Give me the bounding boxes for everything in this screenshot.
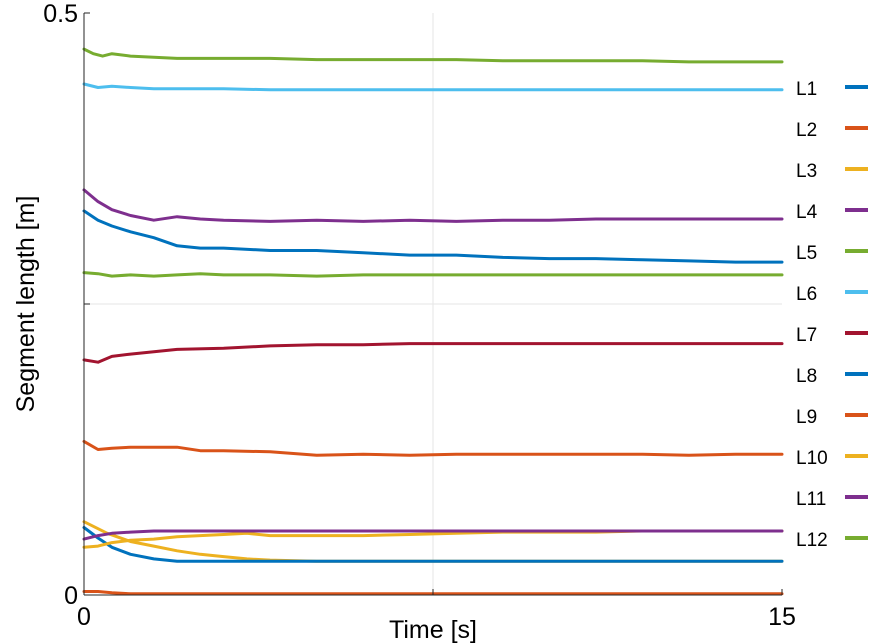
x-tick-label: 15 — [768, 603, 796, 631]
legend-item-l1: L1 — [796, 79, 868, 100]
legend-item-l7: L7 — [796, 325, 868, 346]
legend-item-l9: L9 — [796, 407, 868, 428]
series-line-l1 — [82, 209, 784, 264]
series-line-l11 — [82, 529, 784, 541]
axes — [83, 12, 783, 596]
legend-item-l3: L3 — [796, 161, 868, 182]
x-axis-label: Time [s] — [389, 616, 477, 644]
legend-label: L11 — [796, 489, 826, 510]
legend-item-l5: L5 — [796, 243, 868, 264]
series-line-l7 — [82, 342, 784, 364]
y-tick-label: 0.5 — [43, 0, 78, 28]
legend-label: L2 — [796, 120, 817, 141]
legend-label: L12 — [796, 530, 828, 551]
tick-labels: 0 15 0 0.5 — [43, 0, 796, 631]
y-tick-label: 0 — [64, 582, 78, 610]
legend-item-l11: L11 — [796, 489, 868, 510]
legend-label: L3 — [796, 161, 817, 182]
legend-label: L10 — [796, 448, 828, 469]
legend-label: L7 — [796, 325, 817, 346]
y-axis-label: Segment length [m] — [12, 196, 40, 413]
series-line-l4 — [82, 188, 784, 223]
legend-item-l2: L2 — [796, 120, 868, 141]
series-line-l12 — [82, 47, 784, 64]
legend-item-l10: L10 — [796, 448, 868, 469]
legend-label: L6 — [796, 284, 817, 305]
series-line-l9 — [82, 439, 784, 457]
legend-label: L1 — [796, 79, 817, 100]
legend-item-l12: L12 — [796, 530, 868, 551]
series-line-l6 — [82, 82, 784, 92]
legend-label: L4 — [796, 202, 818, 223]
series-lines — [82, 47, 784, 596]
legend-item-l8: L8 — [796, 366, 868, 387]
series-line-l8 — [82, 526, 784, 563]
x-tick-label: 0 — [77, 603, 91, 631]
legend-item-l6: L6 — [796, 284, 868, 305]
legend: L1 L2 L3 L4 L5 L6 L7 L8 L9 L10 L11 L12 — [796, 79, 868, 551]
series-line-l5 — [82, 271, 784, 278]
grid — [84, 13, 782, 595]
legend-label: L5 — [796, 243, 817, 264]
legend-item-l4: L4 — [796, 202, 868, 223]
legend-label: L8 — [796, 366, 817, 387]
legend-label: L9 — [796, 407, 817, 428]
series-line-l2 — [82, 590, 784, 596]
